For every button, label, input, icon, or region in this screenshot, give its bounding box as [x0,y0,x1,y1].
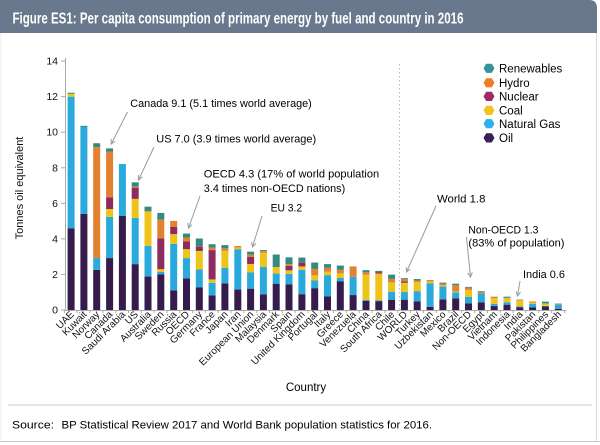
svg-text:Tonnes oil equivalent: Tonnes oil equivalent [14,137,26,240]
svg-text:Canada 9.1 (5.1 times world av: Canada 9.1 (5.1 times world average) [130,98,311,110]
svg-text:Source:: Source: [12,420,54,432]
svg-text:Country: Country [286,382,327,394]
svg-text:Oil: Oil [499,133,513,145]
svg-text:US 7.0 (3.9 times world averag: US 7.0 (3.9 times world average) [156,134,316,146]
svg-text:Hydro: Hydro [499,78,530,90]
svg-text:3.4 times non-OECD nations): 3.4 times non-OECD nations) [204,183,345,195]
svg-text:10: 10 [46,127,58,139]
svg-text:0: 0 [52,305,58,317]
svg-text:Non-OECD 1.3: Non-OECD 1.3 [468,225,538,237]
svg-text:Coal: Coal [499,106,523,118]
svg-text:4: 4 [52,233,58,245]
svg-text:World 1.8: World 1.8 [437,194,485,206]
svg-text:BP Statistical Review 2017 and: BP Statistical Review 2017 and World Ban… [62,420,432,432]
svg-text:14: 14 [46,56,58,68]
svg-text:(83% of population): (83% of population) [468,238,564,250]
svg-text:8: 8 [52,162,58,174]
svg-text:12: 12 [46,91,58,103]
svg-text:Figure ES1: Per capita consump: Figure ES1: Per capita consumption of pr… [13,11,464,28]
svg-text:OECD 4.3 (17% of world populat: OECD 4.3 (17% of world population [204,169,379,181]
svg-text:Renewables: Renewables [499,64,563,76]
svg-text:EU 3.2: EU 3.2 [271,203,303,215]
svg-text:India 0.6: India 0.6 [523,269,565,281]
svg-text:Nuclear: Nuclear [499,92,539,104]
svg-text:6: 6 [52,198,58,210]
svg-text:Natural Gas: Natural Gas [499,119,561,131]
svg-text:2: 2 [52,269,58,281]
